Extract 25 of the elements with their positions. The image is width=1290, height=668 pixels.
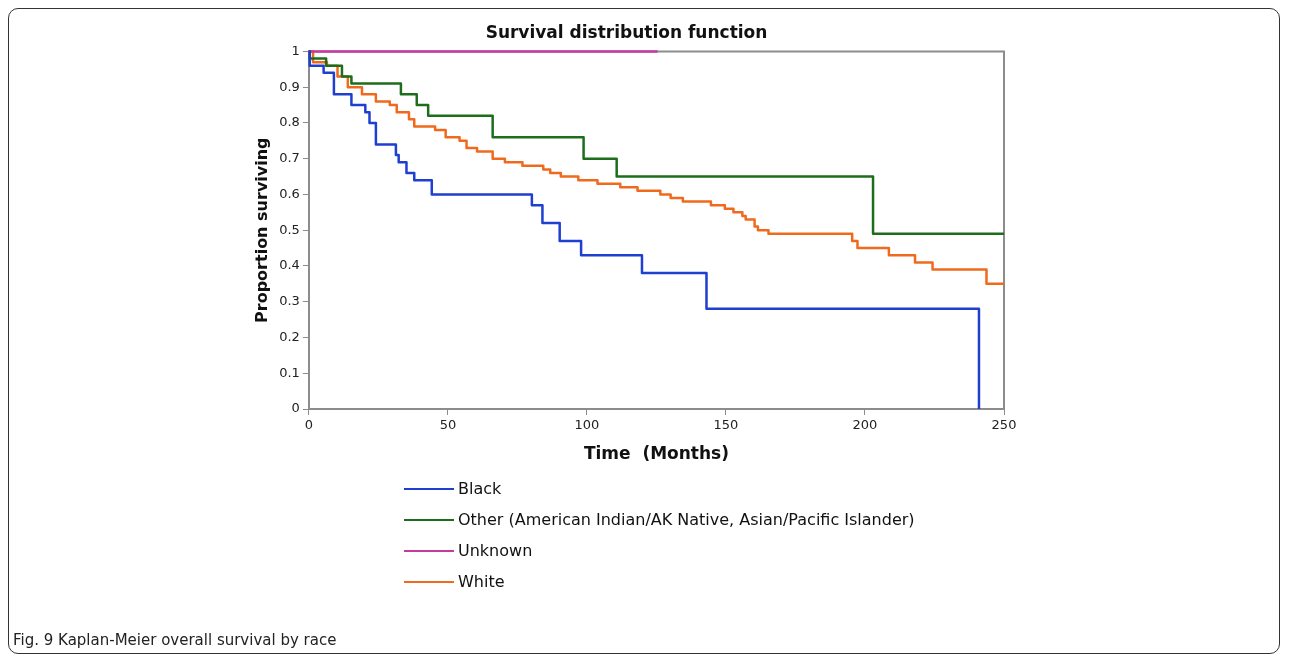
y-tick-label: 0.5 — [279, 221, 300, 237]
x-tick-label: 100 — [574, 417, 600, 433]
y-tick-label: 0.4 — [279, 257, 300, 273]
x-tick-label: 200 — [852, 417, 878, 433]
y-tick-label: 0.9 — [279, 78, 300, 94]
chart-title: Survival distribution function — [485, 21, 768, 42]
x-tick-label: 0 — [304, 417, 314, 433]
x-tick-label: 150 — [713, 417, 739, 433]
legend-label: Black — [458, 479, 502, 498]
y-tick-label: 0.7 — [279, 150, 300, 166]
legend-label: Other (American Indian/AK Native, Asian/Pacific Islander) — [458, 510, 915, 529]
x-axis-title: Time (Months) — [583, 443, 729, 464]
x-tick-label: 250 — [991, 417, 1017, 433]
y-tick-label: 0.3 — [279, 293, 300, 309]
y-tick-label: 0.2 — [279, 328, 300, 344]
x-tick-label: 50 — [439, 417, 457, 433]
legend-label: White — [458, 572, 505, 591]
caption: Fig. 9 Kaplan-Meier overall survival by race — [13, 631, 337, 649]
y-tick-label: 1 — [291, 42, 300, 58]
y-tick-label: 0.8 — [279, 114, 300, 130]
y-tick-label: 0 — [291, 400, 300, 416]
y-axis-title: Proportion surviving — [251, 137, 271, 323]
legend-label: Unknown — [458, 541, 533, 560]
y-tick-label: 0.1 — [279, 364, 300, 380]
y-tick-label: 0.6 — [279, 185, 300, 201]
